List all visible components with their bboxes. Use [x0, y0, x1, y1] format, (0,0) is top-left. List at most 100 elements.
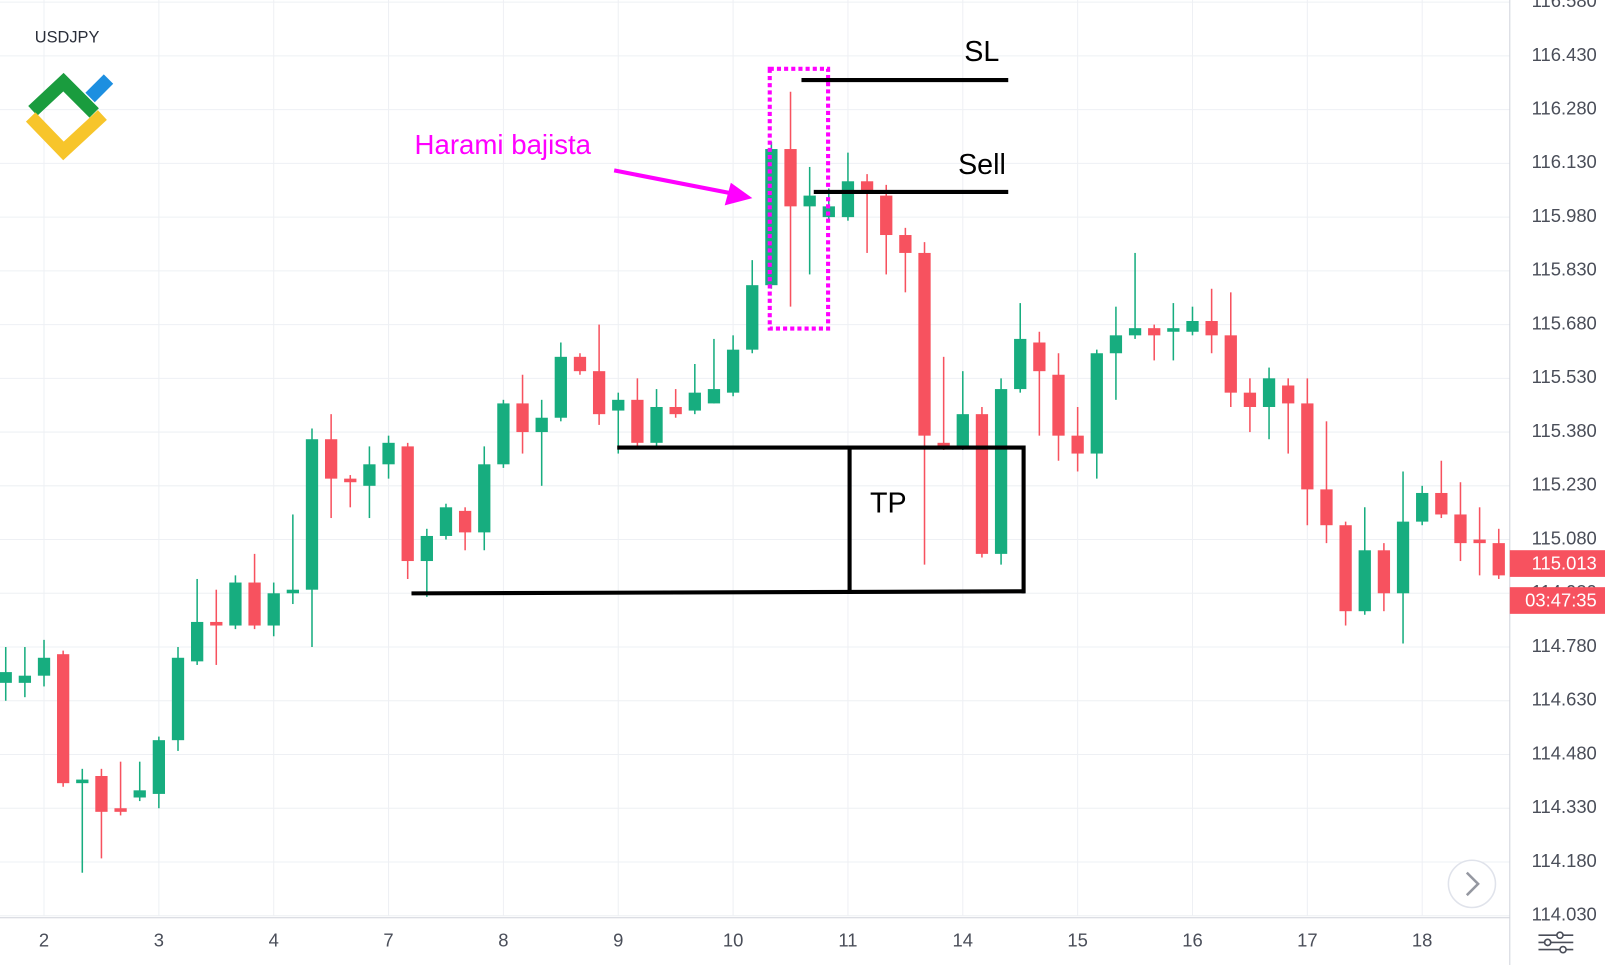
y-tick-label: 116.130 [1532, 151, 1597, 172]
candle-body [1282, 385, 1295, 404]
x-tick-label: 10 [723, 929, 743, 950]
candle-body [478, 464, 491, 533]
candle-body [1071, 435, 1084, 454]
candle-body [1262, 378, 1276, 407]
candle-body [746, 285, 759, 350]
candle-body [382, 442, 395, 465]
candle-body [324, 439, 338, 479]
x-tick-label: 17 [1297, 929, 1317, 950]
candle-body [937, 442, 950, 447]
x-tick-label: 2 [39, 929, 49, 950]
candle-body [1454, 514, 1467, 544]
candle-body [1492, 543, 1505, 576]
y-tick-label: 114.780 [1532, 635, 1597, 656]
x-tick-label: 11 [838, 929, 857, 950]
candle-body [1014, 338, 1027, 390]
countdown-label: 03:47:35 [1525, 589, 1597, 610]
sell-label: Sell [958, 149, 1006, 181]
candle-body [152, 740, 166, 794]
y-tick-label: 115.980 [1532, 205, 1597, 226]
candle-body [1205, 321, 1218, 336]
y-tick-label: 115.230 [1532, 474, 1597, 495]
candle-body [57, 654, 70, 784]
candle-body [1243, 392, 1257, 407]
x-tick-label: 14 [953, 929, 973, 950]
candle-body [1167, 328, 1180, 332]
candle-body [994, 389, 1008, 554]
candle-body [516, 403, 529, 433]
candle-body [1435, 492, 1448, 515]
pattern-label: Harami bajista [415, 129, 592, 160]
y-tick-label: 114.330 [1532, 796, 1597, 817]
last-price-label: 115.013 [1532, 552, 1597, 573]
scroll-button[interactable] [1447, 859, 1497, 909]
candle-body [458, 510, 472, 533]
price-labels: 115.013 03:47:35 [1509, 550, 1605, 614]
candle-body [1186, 321, 1199, 332]
tp-label: TP [870, 488, 907, 520]
candle-body [1339, 525, 1352, 612]
x-tick-label: 4 [269, 929, 279, 950]
candle-body [650, 406, 663, 443]
candle-body [401, 446, 414, 562]
y-tick-label: 115.530 [1532, 366, 1597, 387]
candle-body [918, 252, 931, 436]
candle-body [592, 371, 606, 415]
candle-body [573, 356, 587, 372]
y-tick-label: 114.030 [1532, 904, 1597, 925]
candle-body [18, 675, 32, 683]
y-tick-label: 115.830 [1532, 259, 1597, 280]
candle-body [860, 181, 874, 193]
candle-body [1377, 550, 1391, 594]
pattern-box [767, 66, 831, 331]
y-tick-label: 116.580 [1532, 0, 1597, 11]
candle-body [1396, 521, 1410, 594]
symbol: USDJPY [35, 28, 100, 46]
candle-body [37, 657, 51, 676]
candle-body [1416, 492, 1429, 522]
candle-body [784, 149, 797, 207]
y-tick-label: 114.480 [1532, 742, 1597, 763]
candle-body [344, 478, 357, 483]
last-price-box [1509, 550, 1605, 577]
candle-body [1109, 335, 1123, 354]
candle-body [267, 593, 280, 626]
candle-body [1320, 489, 1333, 526]
countdown-box [1509, 587, 1605, 614]
candle-body [363, 464, 376, 486]
y-tick-label: 116.430 [1532, 44, 1597, 65]
candle-body [535, 417, 548, 433]
y-tick-label: 115.080 [1532, 527, 1597, 548]
x-tick-label: 9 [613, 929, 623, 950]
candle-body [497, 403, 510, 465]
candle-body [439, 507, 453, 536]
candle-body [554, 356, 567, 418]
candle-body [631, 399, 644, 443]
y-tick-label: 114.180 [1532, 850, 1597, 871]
x-tick-label: 3 [154, 929, 164, 950]
candle-body [1128, 328, 1142, 336]
candle-body [305, 439, 319, 590]
candle-body [0, 672, 12, 683]
grid [0, 0, 1510, 917]
candle-body [669, 406, 682, 415]
candle-body [975, 414, 989, 554]
tp-box-bottom [411, 589, 1025, 596]
candle-body [612, 399, 625, 411]
candle-body [1358, 550, 1371, 612]
x-tick-label: 8 [498, 929, 508, 950]
candle-body [803, 195, 816, 207]
candle-body [76, 779, 89, 784]
y-tick-label: 116.280 [1532, 97, 1597, 118]
settings-icon[interactable] [1538, 931, 1574, 954]
candle-body [191, 621, 204, 662]
candle-body [229, 582, 242, 626]
pattern-arrow-head [724, 182, 753, 206]
y-tick-label: 114.630 [1532, 689, 1597, 710]
candle-body [420, 535, 433, 562]
candle-body [1052, 374, 1065, 436]
candle-body [1033, 342, 1046, 372]
